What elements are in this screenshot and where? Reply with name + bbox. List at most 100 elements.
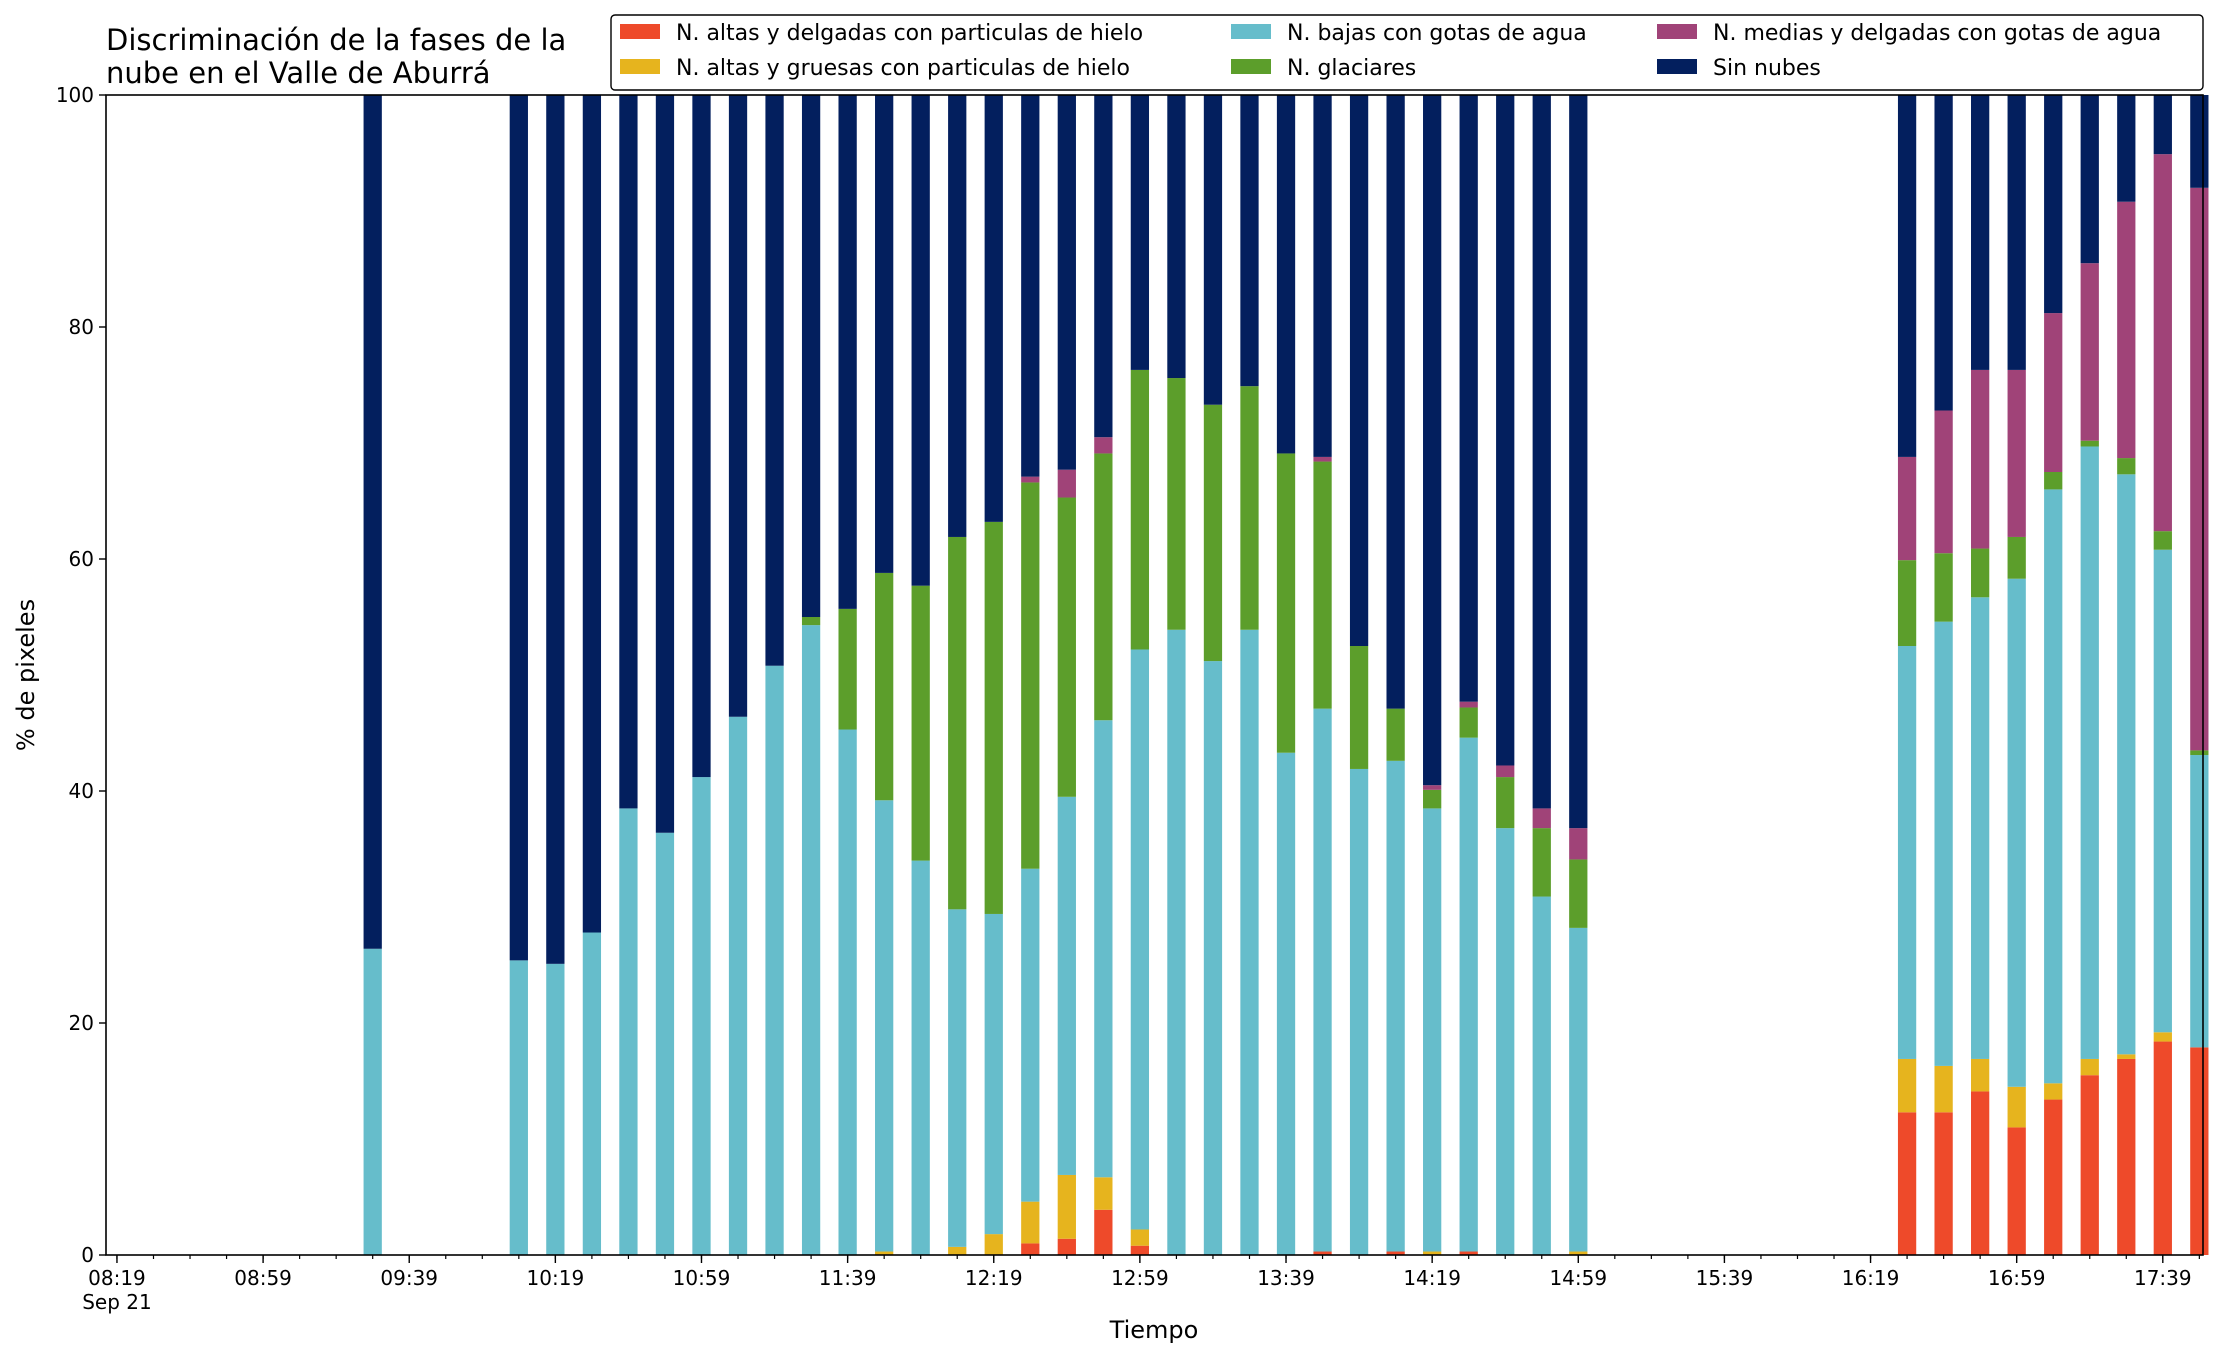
bar-segment-31-2 [1897, 646, 1917, 1059]
bar-segment-35-2 [2044, 489, 2063, 1084]
bar-segment-33-5 [1971, 95, 1990, 370]
y-axis-ticks: 0 20 40 60 80 100 [56, 83, 106, 1267]
legend-frame [610, 14, 2204, 91]
bar-segment-30-1 [1569, 1251, 1588, 1255]
bar-segment-21-5 [1240, 95, 1259, 387]
bar-segment-13-1 [948, 1246, 967, 1255]
x-axis-label: Tiempo [1109, 1316, 1199, 1344]
x-tick-sublabel-0: Sep 21 [82, 1290, 152, 1314]
bar-segment-1-2 [509, 960, 528, 1255]
bar-segment-33-4 [1971, 369, 1990, 549]
bar-segment-10-2 [838, 729, 857, 1255]
bar-segment-39-5 [2190, 95, 2209, 188]
bar-segment-12-2 [911, 860, 930, 1255]
x-tick-label-11: 15:39 [1696, 1266, 1754, 1290]
bar-segment-35-3 [2044, 472, 2063, 490]
bar-segment-27-4 [1459, 701, 1478, 708]
bar-segment-35-4 [2044, 313, 2063, 472]
bar-segment-37-5 [2117, 95, 2136, 202]
bar-segment-30-3 [1569, 859, 1588, 928]
bar-segment-30-5 [1569, 95, 1588, 829]
bar-segment-7-2 [728, 716, 748, 1255]
bar-segment-11-1 [875, 1251, 894, 1255]
bar-segment-36-5 [2080, 95, 2099, 264]
bar-segment-12-5 [911, 95, 930, 586]
bar-segment-15-4 [1021, 476, 1040, 483]
bar-segment-23-5 [1313, 95, 1332, 457]
bar-segment-37-1 [2117, 1054, 2136, 1059]
bar-segment-34-0 [2007, 1127, 2026, 1255]
bar-segment-16-0 [1057, 1238, 1076, 1255]
bar-segment-28-2 [1496, 828, 1515, 1255]
bar-segment-14-1 [984, 1234, 1003, 1255]
legend-label-1: N. altas y gruesas con particulas de hie… [676, 56, 1130, 81]
bar-segment-8-5 [765, 95, 784, 666]
bar-segment-32-4 [1934, 410, 1953, 554]
bar-segment-31-4 [1897, 456, 1917, 561]
bar-segment-14-5 [984, 95, 1003, 522]
bar-segment-17-5 [1094, 95, 1113, 438]
bar-segment-38-1 [2153, 1032, 2172, 1042]
chart-title-line-2: nube en el Valle de Aburrá [106, 56, 491, 90]
bar-segment-38-2 [2153, 549, 2172, 1033]
bar-segment-33-2 [1971, 597, 1990, 1059]
bar-segment-26-3 [1423, 789, 1442, 809]
bar-segment-33-3 [1971, 548, 1990, 598]
bar-segment-23-0 [1313, 1251, 1332, 1255]
bar-segment-36-4 [2080, 263, 2099, 441]
y-tick-label-0: 0 [81, 1243, 94, 1267]
bar-segment-32-5 [1934, 95, 1953, 411]
bar-segment-14-2 [984, 913, 1003, 1235]
bar-segment-38-0 [2153, 1041, 2172, 1255]
chart-title-line-1: Discriminación de la fases de la [106, 23, 566, 57]
bar-segment-39-2 [2190, 755, 2209, 1048]
legend-label-3: N. glaciares [1287, 56, 1416, 81]
bar-segment-17-2 [1094, 720, 1113, 1178]
bar-segment-24-3 [1349, 646, 1369, 769]
bar-segment-37-2 [2117, 474, 2136, 1055]
bar-segment-23-3 [1313, 461, 1332, 709]
plot-area-frame [105, 94, 2204, 1256]
legend-swatch-5 [1657, 59, 1697, 74]
legend-swatch-1 [620, 59, 660, 74]
y-tick-label-5: 100 [56, 83, 94, 107]
bar-segment-24-5 [1349, 95, 1369, 646]
bar-segment-18-5 [1130, 95, 1150, 370]
bar-segment-34-4 [2007, 369, 2026, 537]
bar-segment-34-3 [2007, 536, 2026, 579]
bar-segment-39-4 [2190, 187, 2209, 751]
bar-segment-25-5 [1386, 95, 1405, 709]
bar-segment-27-5 [1459, 95, 1478, 702]
bar-segment-31-1 [1897, 1058, 1917, 1113]
y-tick-label-3: 60 [69, 547, 94, 571]
x-tick-label-8: 13:39 [1257, 1266, 1315, 1290]
bar-segment-36-0 [2080, 1075, 2099, 1255]
bar-segment-37-0 [2117, 1058, 2136, 1255]
bar-segment-32-3 [1934, 553, 1953, 622]
bar-segment-32-1 [1934, 1065, 1953, 1113]
bar-segment-9-2 [801, 625, 821, 1255]
legend-swatch-0 [620, 24, 660, 39]
x-tick-label-1: 08:59 [234, 1266, 292, 1290]
bar-segment-29-4 [1532, 808, 1551, 829]
bar-segment-2-2 [546, 963, 565, 1255]
x-tick-label-4: 10:59 [673, 1266, 731, 1290]
bar-segment-2-5 [546, 95, 565, 964]
bar-segment-29-3 [1532, 828, 1551, 897]
bar-segment-5-2 [655, 832, 675, 1255]
bar-segment-28-3 [1496, 777, 1515, 829]
bar-segment-8-2 [765, 665, 784, 1255]
x-tick-label-2: 09:39 [380, 1266, 438, 1290]
bar-segment-9-5 [801, 95, 821, 617]
bar-segment-33-0 [1971, 1091, 1990, 1255]
y-tick-label-2: 40 [69, 779, 94, 803]
bar-segment-22-3 [1276, 453, 1296, 753]
y-tick-label-1: 20 [69, 1011, 94, 1035]
bar-segment-23-2 [1313, 708, 1332, 1252]
bar-segment-17-3 [1094, 453, 1113, 721]
bar-segment-6-2 [692, 777, 711, 1255]
bar-segment-29-5 [1532, 95, 1551, 809]
x-tick-label-0: 08:19 [88, 1266, 146, 1290]
legend-swatch-4 [1657, 24, 1697, 39]
